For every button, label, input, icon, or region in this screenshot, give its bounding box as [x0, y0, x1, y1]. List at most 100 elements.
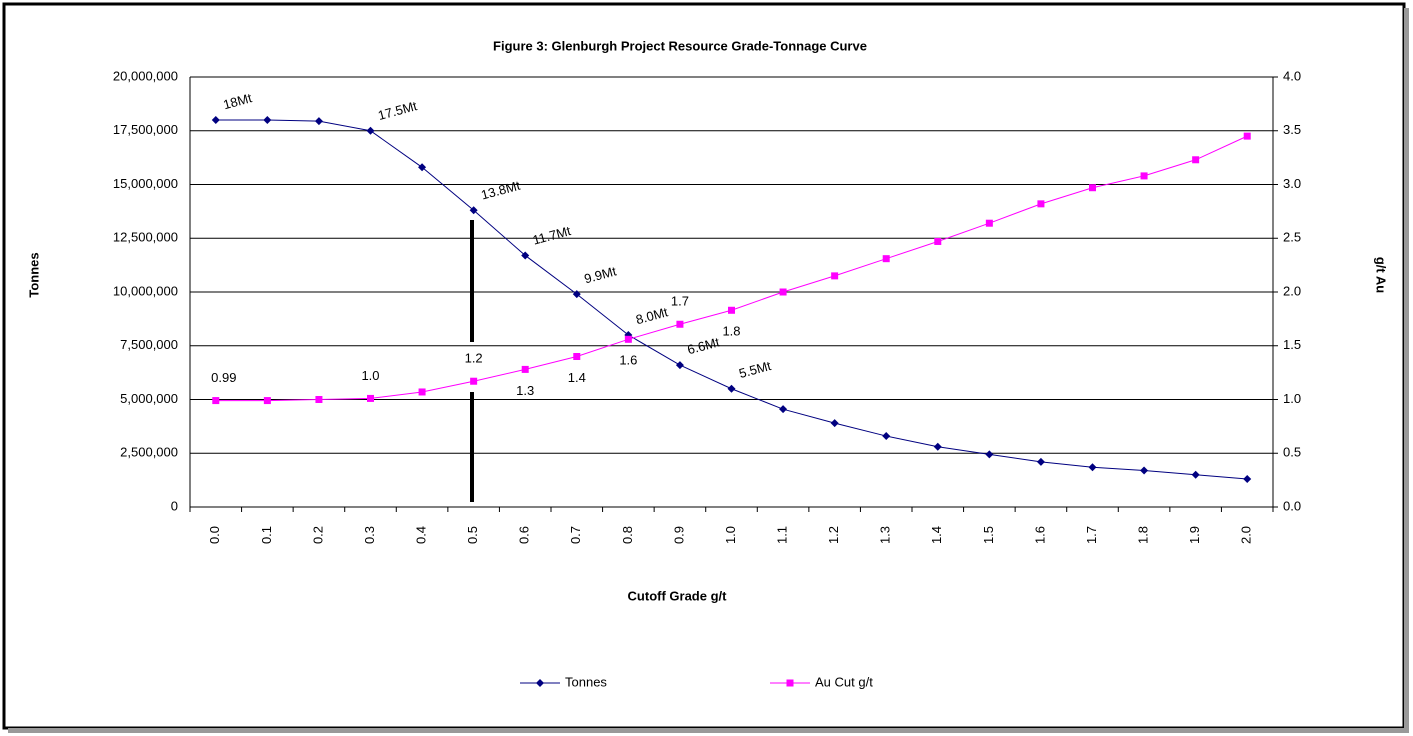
x-tick-label: 1.8	[1136, 526, 1151, 544]
data-label: 1.3	[516, 383, 534, 398]
x-tick-label: 1.4	[929, 526, 944, 544]
x-tick-label: 0.1	[259, 526, 274, 544]
marker	[366, 126, 375, 135]
marker	[211, 116, 220, 124]
legend-label: Tonnes	[565, 674, 607, 689]
marker	[727, 384, 736, 393]
y2-tick-label: 1.5	[1283, 337, 1301, 352]
marker	[985, 450, 994, 459]
y-axis-title: Tonnes	[26, 252, 41, 297]
marker	[1243, 132, 1251, 140]
y-tick-label: 5,000,000	[120, 391, 178, 406]
data-label: 0.99	[211, 370, 236, 385]
x-tick-label: 1.6	[1032, 526, 1047, 544]
x-tick-label: 1.1	[775, 526, 790, 544]
data-label: 1.8	[722, 324, 740, 339]
data-label: 1.0	[361, 368, 379, 383]
y-tick-label: 17,500,000	[113, 122, 178, 137]
marker	[779, 288, 787, 296]
marker	[1089, 184, 1096, 192]
y2-tick-label: 0.5	[1283, 445, 1301, 460]
marker	[830, 419, 839, 428]
y2-axis-title: g/t Au	[1374, 257, 1389, 293]
marker	[470, 377, 478, 385]
marker	[728, 306, 735, 314]
y-tick-label: 7,500,000	[120, 337, 178, 352]
marker	[212, 397, 220, 405]
x-tick-label: 1.2	[826, 526, 841, 544]
marker	[985, 219, 993, 227]
shadow	[8, 728, 1409, 733]
x-tick-label: 0.4	[414, 526, 429, 544]
y2-tick-label: 3.0	[1283, 176, 1301, 191]
x-tick-label: 0.9	[671, 526, 686, 544]
marker	[1088, 463, 1097, 472]
marker	[418, 388, 426, 396]
y2-tick-label: 2.0	[1283, 283, 1301, 298]
y2-tick-label: 2.5	[1283, 230, 1301, 245]
marker	[1191, 470, 1200, 479]
marker	[1036, 457, 1045, 466]
marker	[367, 394, 374, 402]
x-tick-label: 2.0	[1239, 526, 1254, 544]
marker	[469, 206, 478, 215]
marker	[1140, 466, 1149, 475]
marker	[934, 237, 942, 245]
x-axis-title: Cutoff Grade g/t	[628, 588, 728, 603]
marker	[882, 255, 890, 263]
x-tick-label: 1.7	[1084, 526, 1099, 544]
marker	[779, 405, 788, 414]
x-tick-label: 1.3	[878, 526, 893, 544]
marker	[831, 272, 839, 280]
data-label: 18Mt	[222, 90, 254, 112]
marker	[314, 117, 323, 126]
legend-label: Au Cut g/t	[815, 674, 873, 689]
x-tick-label: 0.7	[568, 526, 583, 544]
marker	[676, 320, 684, 328]
marker	[263, 116, 272, 124]
data-label: 1.6	[619, 353, 637, 368]
marker	[536, 679, 544, 687]
y-tick-label: 0	[171, 498, 178, 513]
x-tick-label: 0.0	[207, 526, 222, 544]
x-tick-label: 0.3	[362, 526, 377, 544]
marker	[521, 251, 530, 260]
marker	[933, 442, 942, 451]
y-tick-label: 10,000,000	[113, 283, 178, 298]
y-tick-label: 12,500,000	[113, 230, 178, 245]
x-tick-label: 0.6	[517, 526, 532, 544]
marker	[315, 396, 323, 403]
x-tick-label: 1.5	[981, 526, 996, 544]
data-label: 1.7	[671, 294, 689, 309]
y2-tick-label: 4.0	[1283, 68, 1301, 83]
marker	[573, 353, 581, 360]
y2-tick-label: 1.0	[1283, 391, 1301, 406]
marker	[572, 290, 581, 299]
marker	[624, 335, 632, 343]
x-tick-label: 1.0	[723, 526, 738, 544]
x-tick-label: 0.5	[465, 526, 480, 544]
data-label: 1.4	[568, 370, 586, 385]
x-tick-label: 0.8	[620, 526, 635, 544]
y2-tick-label: 0.0	[1283, 498, 1301, 513]
y-tick-label: 20,000,000	[113, 68, 178, 83]
marker	[521, 365, 529, 373]
marker	[1192, 156, 1200, 164]
x-tick-label: 1.9	[1187, 526, 1202, 544]
shadow	[1404, 8, 1409, 732]
marker	[418, 163, 427, 172]
marker	[675, 361, 684, 370]
marker	[1037, 200, 1045, 208]
x-tick-label: 0.2	[310, 526, 325, 544]
marker	[1140, 172, 1148, 180]
y-tick-label: 15,000,000	[113, 176, 178, 191]
y-tick-label: 2,500,000	[120, 445, 178, 460]
marker	[263, 397, 271, 405]
data-label: 1.2	[465, 351, 483, 366]
marker	[786, 679, 794, 687]
marker	[1243, 475, 1252, 484]
marker	[882, 432, 891, 441]
y2-tick-label: 3.5	[1283, 122, 1301, 137]
